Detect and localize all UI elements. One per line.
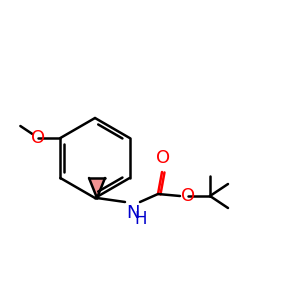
Polygon shape bbox=[89, 178, 105, 198]
Text: O: O bbox=[156, 149, 170, 167]
Text: H: H bbox=[134, 210, 146, 228]
Text: N: N bbox=[126, 204, 140, 222]
Text: O: O bbox=[181, 187, 195, 205]
Text: O: O bbox=[31, 129, 45, 147]
